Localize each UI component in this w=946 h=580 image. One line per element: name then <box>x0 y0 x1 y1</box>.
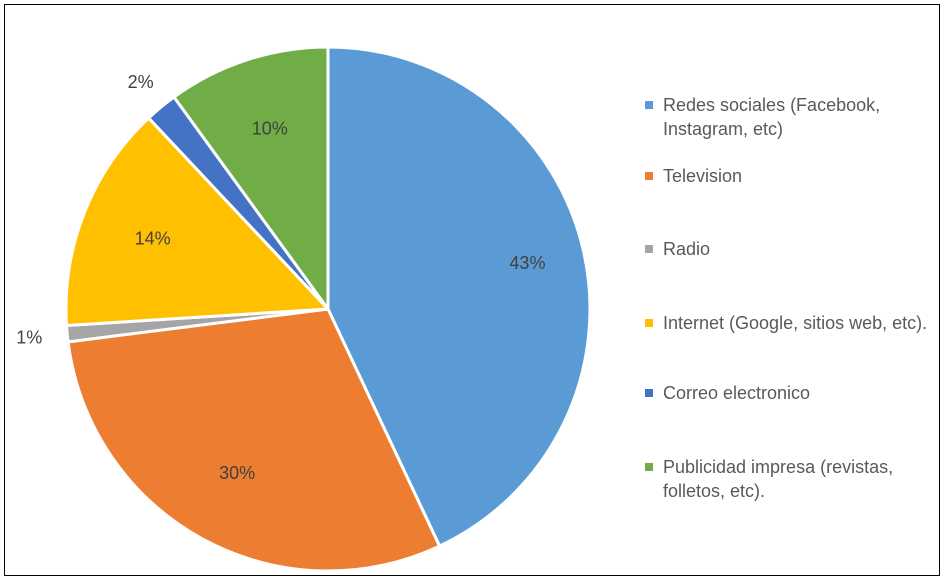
pie-slice-redes-sociales <box>326 45 592 548</box>
legend-swatch-television <box>645 172 653 180</box>
legend-label-internet: Internet (Google, sitios web, etc). <box>663 313 928 333</box>
chart-frame: 43% 30% 1% 14% 2% 10% Redes sociales (Faceboo… <box>4 4 940 576</box>
pie-chart: 43% 30% 1% 14% 2% 10% <box>16 45 592 573</box>
legend-swatch-internet <box>645 319 653 327</box>
data-label-publicidad: 10% <box>252 118 288 138</box>
legend-label-publicidad: Publicidad impresa (revistas, folletos, … <box>663 457 894 501</box>
pie-slice-television <box>66 307 442 573</box>
pie-slices <box>64 45 592 573</box>
data-label-radio: 1% <box>16 327 42 347</box>
data-label-television: 30% <box>219 463 255 483</box>
pie-data-labels: 43% 30% 1% 14% 2% 10% <box>16 72 545 483</box>
pie-slice-publicidad <box>172 45 330 311</box>
legend-swatch-redes-sociales <box>645 101 653 109</box>
legend-label-radio: Radio <box>663 239 711 259</box>
pie-slice-internet <box>64 116 330 327</box>
legend-label-television: Television <box>663 166 743 186</box>
legend-swatch-publicidad <box>645 463 653 471</box>
legend-label-correo: Correo electronico <box>663 383 811 403</box>
legend-swatch-radio <box>645 245 653 253</box>
data-label-internet: 14% <box>135 228 171 248</box>
legend-label-redes-sociales: Redes sociales (Facebook, Instagram, etc… <box>663 95 881 139</box>
data-label-correo: 2% <box>128 72 154 92</box>
data-label-redes-sociales: 43% <box>509 253 545 273</box>
legend-swatch-correo <box>645 389 653 397</box>
